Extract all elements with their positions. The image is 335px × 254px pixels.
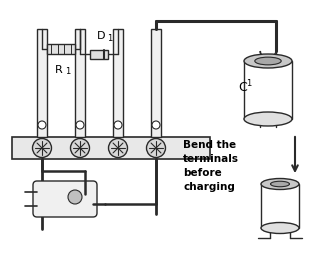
Text: C: C <box>238 81 247 94</box>
Bar <box>12 137 210 159</box>
Text: terminals: terminals <box>183 153 239 163</box>
Text: 1: 1 <box>246 79 251 88</box>
Ellipse shape <box>261 179 299 190</box>
Bar <box>113 30 123 137</box>
Circle shape <box>146 139 165 158</box>
Circle shape <box>32 139 52 158</box>
Circle shape <box>38 121 46 130</box>
Bar <box>75 30 85 137</box>
Ellipse shape <box>244 113 292 126</box>
Text: before: before <box>183 167 222 177</box>
Circle shape <box>68 190 82 204</box>
Ellipse shape <box>244 55 292 69</box>
Bar <box>47 45 75 55</box>
FancyBboxPatch shape <box>33 181 97 217</box>
Text: D: D <box>97 31 105 41</box>
Bar <box>151 30 161 137</box>
Circle shape <box>70 139 89 158</box>
Text: charging: charging <box>183 181 235 191</box>
Ellipse shape <box>255 58 281 66</box>
Bar <box>244 62 292 120</box>
Circle shape <box>114 121 122 130</box>
Text: 1: 1 <box>107 34 112 43</box>
Ellipse shape <box>261 223 299 234</box>
Circle shape <box>109 139 128 158</box>
Text: R: R <box>55 65 63 75</box>
Bar <box>261 184 299 228</box>
Circle shape <box>76 121 84 130</box>
Text: 1: 1 <box>65 67 70 76</box>
Bar <box>37 30 47 137</box>
Text: Bend the: Bend the <box>183 139 236 149</box>
Bar <box>90 50 108 59</box>
Ellipse shape <box>270 182 289 187</box>
Circle shape <box>152 121 160 130</box>
